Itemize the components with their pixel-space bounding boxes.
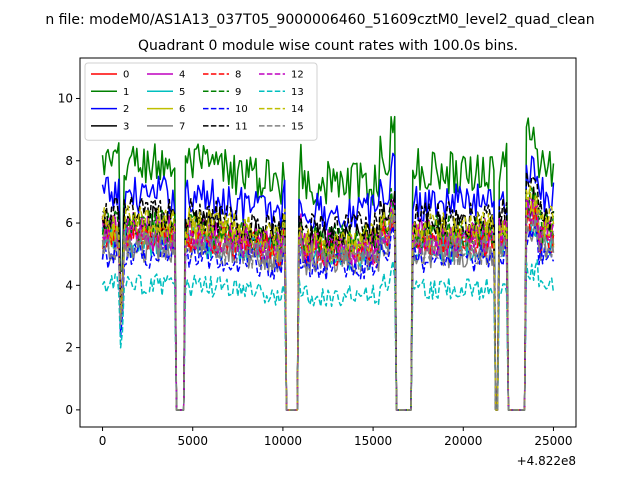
legend-label: 0 xyxy=(123,70,129,81)
x-tick-label: 15000 xyxy=(354,434,392,448)
legend-label: 9 xyxy=(235,87,241,98)
x-tick-label: 5000 xyxy=(177,434,208,448)
x-axis-offset-label: +4.822e8 xyxy=(517,454,576,468)
series-line-module-15 xyxy=(101,209,555,411)
plot-axes-frame xyxy=(79,57,577,428)
legend-label: 10 xyxy=(235,104,248,115)
series-layer xyxy=(101,115,555,411)
legend-label: 12 xyxy=(291,70,304,81)
y-tick-label: 8 xyxy=(65,154,73,168)
x-axis-ticks: 0 5000 10000 15000 20000 25000 xyxy=(99,427,573,448)
legend-box xyxy=(84,62,318,141)
series-line-module-13 xyxy=(101,259,555,411)
series-line-module-9 xyxy=(101,187,555,411)
legend-label: 6 xyxy=(179,104,185,115)
legend-label: 15 xyxy=(291,121,304,132)
x-tick-label: 0 xyxy=(99,434,107,448)
legend-label: 4 xyxy=(179,70,185,81)
y-tick-label: 0 xyxy=(65,403,73,417)
legend-label: 8 xyxy=(235,70,241,81)
legend-label: 11 xyxy=(235,121,248,132)
figure-suptitle: n file: modeM0/AS1A13_037T05_9000006460_… xyxy=(45,12,594,28)
legend-label: 2 xyxy=(123,104,129,115)
legend-label: 13 xyxy=(291,87,304,98)
legend-label: 14 xyxy=(291,104,304,115)
y-tick-label: 10 xyxy=(58,91,73,105)
y-tick-label: 4 xyxy=(65,278,73,292)
chart-title: Quadrant 0 module wise count rates with … xyxy=(138,38,518,54)
legend-label: 3 xyxy=(123,121,129,132)
x-tick-label: 20000 xyxy=(444,434,482,448)
x-tick-label: 10000 xyxy=(264,434,302,448)
x-tick-label: 25000 xyxy=(534,434,572,448)
y-axis-ticks: 0 2 4 6 8 10 xyxy=(58,91,80,417)
y-tick-label: 2 xyxy=(65,341,73,355)
legend-label: 1 xyxy=(123,87,129,98)
y-tick-label: 6 xyxy=(65,216,73,230)
legend-label: 7 xyxy=(179,121,185,132)
legend-label: 5 xyxy=(179,87,185,98)
